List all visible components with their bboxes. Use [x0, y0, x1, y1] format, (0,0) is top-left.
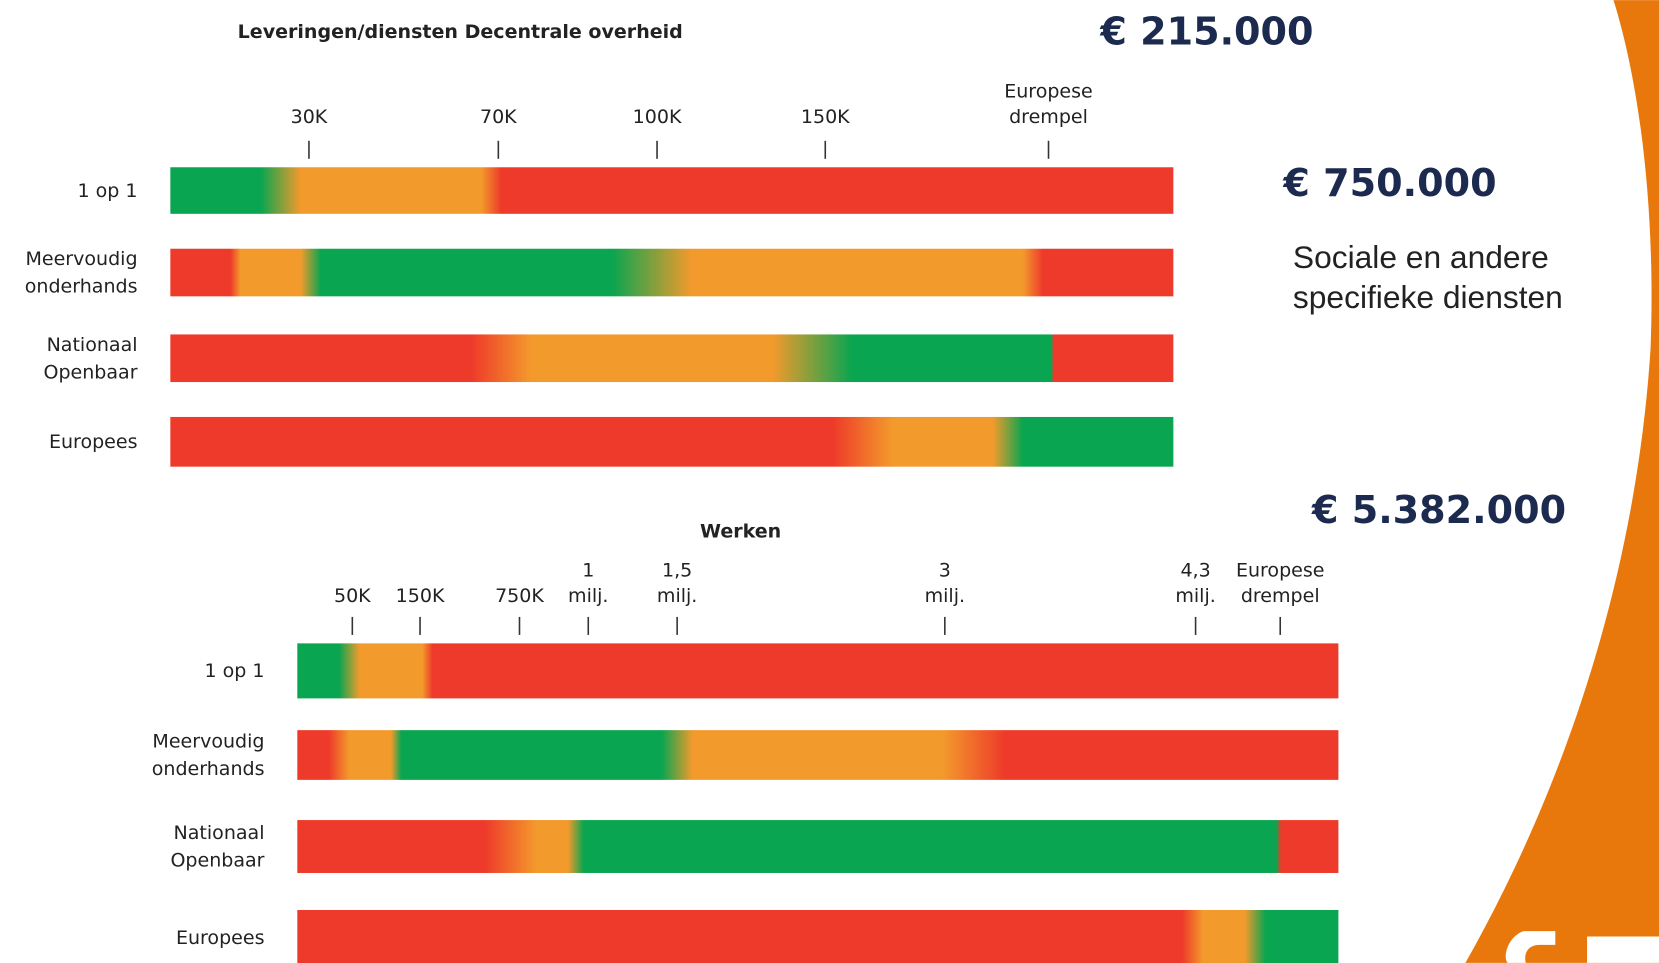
tick-label: 150K [396, 585, 445, 607]
tick-label: Europese drempel [1236, 560, 1325, 607]
row-label: 1 op 1 [77, 180, 137, 202]
threshold-label: € 215.000 [1099, 10, 1313, 54]
row-label: Europees [176, 927, 265, 949]
procedure-bar [170, 248, 1174, 297]
procedure-bar [297, 730, 1339, 780]
row-label: Nationaal Openbaar [170, 822, 264, 872]
panel-title: Leveringen/diensten Decentrale overheid [238, 21, 683, 43]
tick-label: 4,3 milj. [1175, 560, 1215, 607]
tick-label: 3 milj. [925, 560, 965, 607]
threshold-label: € 5.382.000 [1311, 488, 1566, 532]
row-label: Nationaal Openbaar [43, 334, 137, 384]
tick-label: 70K [480, 106, 517, 128]
procedure-bar [297, 820, 1339, 873]
logo-fragment [1505, 931, 1659, 963]
tick-label: 50K [334, 585, 371, 607]
row-label: 1 op 1 [204, 660, 264, 682]
row-label: Meervoudig onderhands [152, 731, 265, 781]
tick-label: 1,5 milj. [657, 560, 697, 607]
tick-label: 750K [495, 585, 544, 607]
tick-label: 150K [801, 106, 850, 128]
tick-label: Europese drempel [1004, 80, 1093, 127]
threshold-label: € 750.000 [1282, 161, 1496, 205]
note: Sociale en andere specifieke diensten [1293, 239, 1563, 315]
procedure-bar [170, 167, 1174, 214]
row-label: Meervoudig onderhands [25, 248, 138, 298]
tick-label: 100K [633, 106, 682, 128]
procedure-bar [297, 910, 1339, 963]
orange-shape [1465, 0, 1659, 963]
tick-label: 1 milj. [568, 560, 608, 607]
row-label: Europees [49, 431, 138, 453]
procedure-bar [170, 416, 1174, 467]
tick-label: 30K [291, 106, 328, 128]
procedure-bar [170, 334, 1174, 383]
panel-title: Werken [700, 521, 781, 543]
procedure-bar [297, 643, 1339, 699]
